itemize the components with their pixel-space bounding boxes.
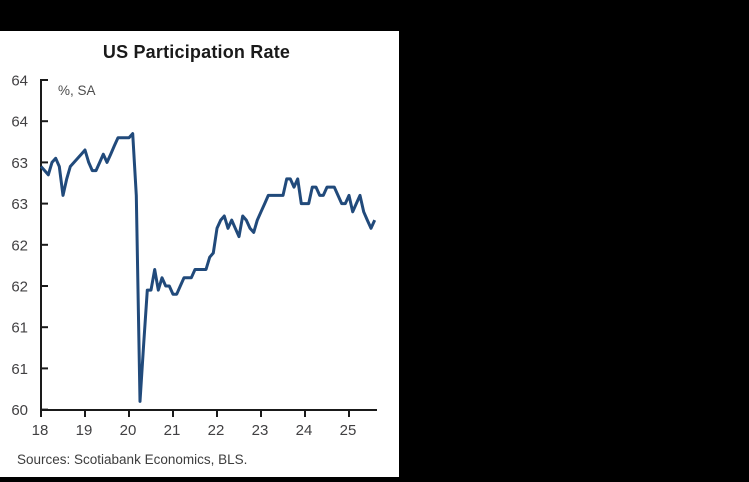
y-axis-tick-label: 63	[11, 196, 28, 213]
x-axis-tick-label: 25	[340, 422, 357, 439]
y-axis-tick-label: 61	[11, 361, 28, 378]
x-axis-tick-label: 24	[296, 422, 313, 439]
x-axis-tick-label: 21	[164, 422, 181, 439]
unit-label: %, SA	[58, 83, 96, 98]
participation-rate-line	[39, 132, 377, 403]
x-axis-tick-label: 19	[76, 422, 93, 439]
axes	[40, 79, 377, 411]
y-axis-tick-label: 64	[11, 114, 28, 131]
chart-panel: US Participation Rate %, SA 64 64 63 63 62 62…	[0, 31, 399, 477]
y-axis-tick-label: 62	[11, 237, 28, 254]
y-axis-tick-label: 63	[11, 155, 28, 172]
y-axis-tick-label: 62	[11, 279, 28, 296]
source-note: Sources: Scotiabank Economics, BLS.	[17, 452, 248, 467]
x-axis-tick-label: 18	[32, 422, 49, 439]
y-axis-tick-label: 61	[11, 320, 28, 337]
y-axis-tick-label: 60	[11, 402, 28, 419]
x-axis-tick-label: 23	[252, 422, 269, 439]
chart-title: US Participation Rate	[102, 42, 291, 62]
x-axis-tick-label: 22	[208, 422, 225, 439]
x-axis-tick-label: 20	[120, 422, 137, 439]
y-axis-tick-label: 64	[11, 73, 28, 90]
